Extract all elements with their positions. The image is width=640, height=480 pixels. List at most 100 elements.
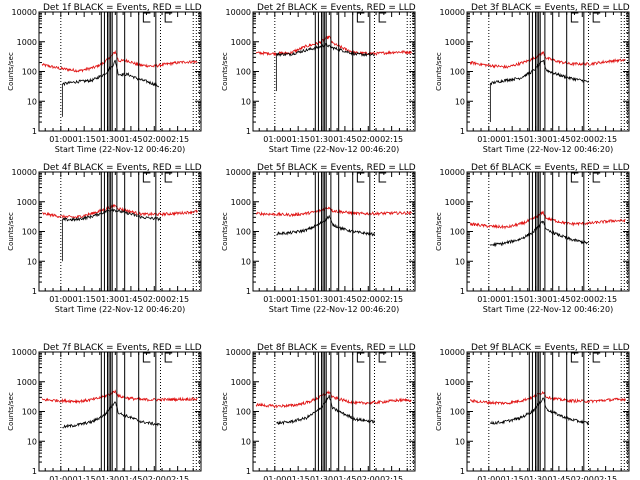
bracket-mark bbox=[164, 352, 173, 363]
x-tick-label: 01:15 bbox=[287, 295, 310, 304]
x-tick-label: 01:45 bbox=[119, 135, 142, 144]
plot-area bbox=[469, 50, 626, 123]
x-tick-label: 01:00 bbox=[263, 135, 286, 144]
series-line bbox=[276, 42, 375, 57]
y-tick-label: 100 bbox=[236, 228, 251, 237]
x-tick-label: 01:30 bbox=[524, 295, 547, 304]
plot-area bbox=[41, 389, 198, 429]
x-tick-label: 01:00 bbox=[477, 295, 500, 304]
bracket-mark bbox=[592, 172, 601, 183]
y-tick-label: 10000 bbox=[440, 348, 465, 357]
panel-det-2: Det 2f BLACK = Events, RED = LLD 1 10 100 10… bbox=[221, 3, 416, 154]
series-line bbox=[62, 208, 161, 222]
x-tick-label: 01:00 bbox=[49, 135, 72, 144]
x-tick-label: 01:45 bbox=[547, 295, 570, 304]
bracket-mark bbox=[164, 172, 173, 183]
x-tick-label: 01:15 bbox=[73, 295, 96, 304]
x-tick-label: 02:00 bbox=[571, 475, 594, 480]
y-tick-label: 1000 bbox=[231, 38, 251, 47]
panel-det-9: Det 9f BLACK = Events, RED = LLD 1 10 100 10… bbox=[435, 343, 630, 480]
axes-frame bbox=[38, 11, 202, 132]
x-axis-label: Start Time (22-Nov-12 00:46:20) bbox=[269, 305, 399, 314]
y-tick-label: 10 bbox=[241, 97, 251, 106]
x-tick-label: 02:00 bbox=[357, 135, 380, 144]
series-line bbox=[490, 220, 589, 248]
x-tick-label: 02:00 bbox=[143, 475, 166, 480]
x-tick-label: 01:15 bbox=[501, 475, 524, 480]
x-axis-label: Start Time (22-Nov-12 00:46:20) bbox=[483, 145, 613, 154]
y-tick-label: 100 bbox=[450, 408, 465, 417]
x-axis-label: Start Time (22-Nov-12 00:46:20) bbox=[483, 305, 613, 314]
x-tick-label: 01:30 bbox=[96, 295, 119, 304]
y-tick-label: 1 bbox=[32, 287, 37, 296]
y-tick-label: 1 bbox=[246, 287, 251, 296]
panel-det-7: Det 7f BLACK = Events, RED = LLD 1 10 100 10… bbox=[7, 343, 202, 480]
bracket-mark bbox=[142, 172, 151, 183]
axes-frame bbox=[38, 351, 202, 472]
y-tick-label: 1000 bbox=[17, 38, 37, 47]
y-tick-label: 10000 bbox=[12, 168, 37, 177]
x-tick-label: 02:15 bbox=[594, 295, 617, 304]
x-tick-label: 01:00 bbox=[263, 295, 286, 304]
y-axis-label: Counts/sec bbox=[7, 52, 15, 91]
y-tick-label: 1 bbox=[246, 467, 251, 476]
plot-area bbox=[469, 210, 626, 248]
x-tick-label: 02:00 bbox=[571, 135, 594, 144]
x-tick-label: 02:15 bbox=[380, 135, 403, 144]
y-tick-label: 1 bbox=[460, 127, 465, 136]
axes-frame bbox=[252, 171, 416, 292]
y-tick-label: 1 bbox=[460, 467, 465, 476]
y-axis-label: Counts/sec bbox=[221, 392, 229, 431]
x-tick-label: 01:45 bbox=[547, 135, 570, 144]
x-axis-label: Start Time (22-Nov-12 00:46:20) bbox=[55, 305, 185, 314]
axes-frame bbox=[466, 171, 630, 292]
bracket-mark bbox=[378, 172, 387, 183]
y-tick-label: 100 bbox=[22, 228, 37, 237]
y-tick-label: 10 bbox=[241, 257, 251, 266]
x-tick-label: 02:00 bbox=[357, 295, 380, 304]
panel-det-6: Det 6f BLACK = Events, RED = LLD 1 10 100 10… bbox=[435, 163, 630, 314]
x-tick-label: 01:45 bbox=[333, 295, 356, 304]
y-axis-label: Counts/sec bbox=[435, 212, 443, 251]
panel-det-4: Det 4f BLACK = Events, RED = LLD 1 10 100 10… bbox=[7, 163, 202, 314]
y-tick-label: 1 bbox=[32, 127, 37, 136]
y-tick-label: 1 bbox=[246, 127, 251, 136]
y-axis-label: Counts/sec bbox=[221, 52, 229, 91]
x-tick-label: 01:00 bbox=[263, 475, 286, 480]
x-tick-label: 01:30 bbox=[524, 135, 547, 144]
x-tick-label: 01:00 bbox=[49, 475, 72, 480]
series-line bbox=[255, 389, 412, 409]
plot-area bbox=[42, 203, 198, 262]
plot-area bbox=[255, 35, 412, 92]
panel-title: Det 6f BLACK = Events, RED = LLD bbox=[471, 163, 630, 173]
y-tick-label: 1000 bbox=[231, 198, 251, 207]
y-tick-label: 100 bbox=[22, 68, 37, 77]
series-line bbox=[276, 394, 375, 426]
bracket-mark bbox=[570, 12, 579, 23]
panel-title: Det 3f BLACK = Events, RED = LLD bbox=[471, 3, 630, 13]
panel-title: Det 9f BLACK = Events, RED = LLD bbox=[471, 343, 630, 353]
series-line bbox=[62, 401, 161, 429]
x-tick-label: 01:30 bbox=[310, 475, 333, 480]
bracket-mark bbox=[164, 12, 173, 23]
bracket-mark bbox=[356, 12, 365, 23]
x-axis-label: Start Time (22-Nov-12 00:46:20) bbox=[269, 145, 399, 154]
plot-area bbox=[255, 206, 412, 237]
plot-area bbox=[255, 389, 412, 426]
bracket-mark bbox=[570, 172, 579, 183]
y-axis-label: Counts/sec bbox=[435, 52, 443, 91]
x-tick-label: 02:00 bbox=[143, 295, 166, 304]
y-tick-label: 100 bbox=[236, 68, 251, 77]
x-tick-label: 01:00 bbox=[477, 475, 500, 480]
axes-frame bbox=[38, 171, 202, 292]
bracket-mark bbox=[378, 352, 387, 363]
bracket-mark bbox=[592, 352, 601, 363]
x-tick-label: 01:15 bbox=[287, 135, 310, 144]
x-tick-label: 01:00 bbox=[49, 295, 72, 304]
axes-frame bbox=[466, 351, 630, 472]
y-tick-label: 1000 bbox=[231, 378, 251, 387]
bracket-mark bbox=[356, 172, 365, 183]
panel-det-8: Det 8f BLACK = Events, RED = LLD 1 10 100 10… bbox=[221, 343, 416, 480]
y-tick-label: 1000 bbox=[445, 198, 465, 207]
x-tick-label: 02:15 bbox=[166, 475, 189, 480]
